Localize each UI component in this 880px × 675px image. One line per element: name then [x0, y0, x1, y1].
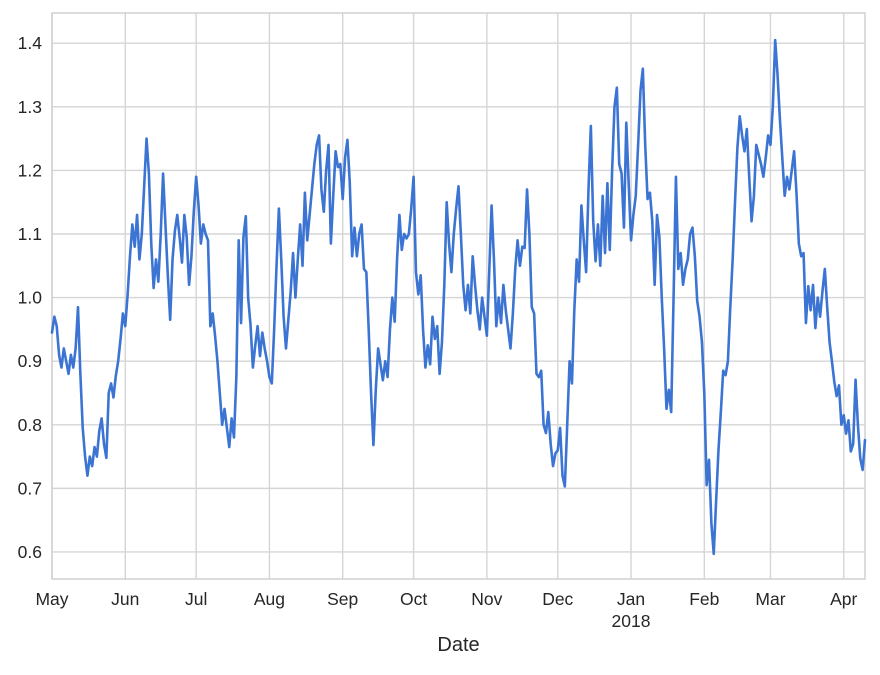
y-tick-label: 1.3	[18, 97, 42, 117]
y-tick-label: 1.0	[18, 288, 43, 308]
x-tick-label: Jun	[111, 589, 139, 609]
plot-area	[52, 13, 865, 579]
data-series-line	[50, 38, 867, 556]
y-tick-label: 0.8	[18, 415, 42, 435]
plot-border	[51, 12, 866, 580]
y-tick-label: 1.2	[18, 160, 42, 180]
x-tick-label: Nov	[471, 589, 502, 609]
x-tick-label: Mar	[755, 589, 785, 609]
y-tick-label: 1.4	[18, 33, 43, 53]
x-tick-label: May	[35, 589, 68, 609]
x-tick-year-label: 2018	[612, 611, 651, 631]
x-axis-title: Date	[437, 634, 480, 656]
y-tick-label: 0.7	[18, 478, 42, 498]
x-tick-label: Feb	[689, 589, 719, 609]
x-tick-label: Dec	[542, 589, 573, 609]
y-tick-label: 1.1	[18, 224, 42, 244]
y-tick-label: 0.6	[18, 542, 42, 562]
x-tick-label: Jul	[185, 589, 207, 609]
x-tick-label: Oct	[400, 589, 427, 609]
x-tick-label: Jan	[617, 589, 645, 609]
x-tick-label: Aug	[254, 589, 285, 609]
y-tick-label: 0.9	[18, 351, 42, 371]
x-tick-label: Apr	[830, 589, 857, 609]
x-tick-label: Sep	[327, 589, 358, 609]
